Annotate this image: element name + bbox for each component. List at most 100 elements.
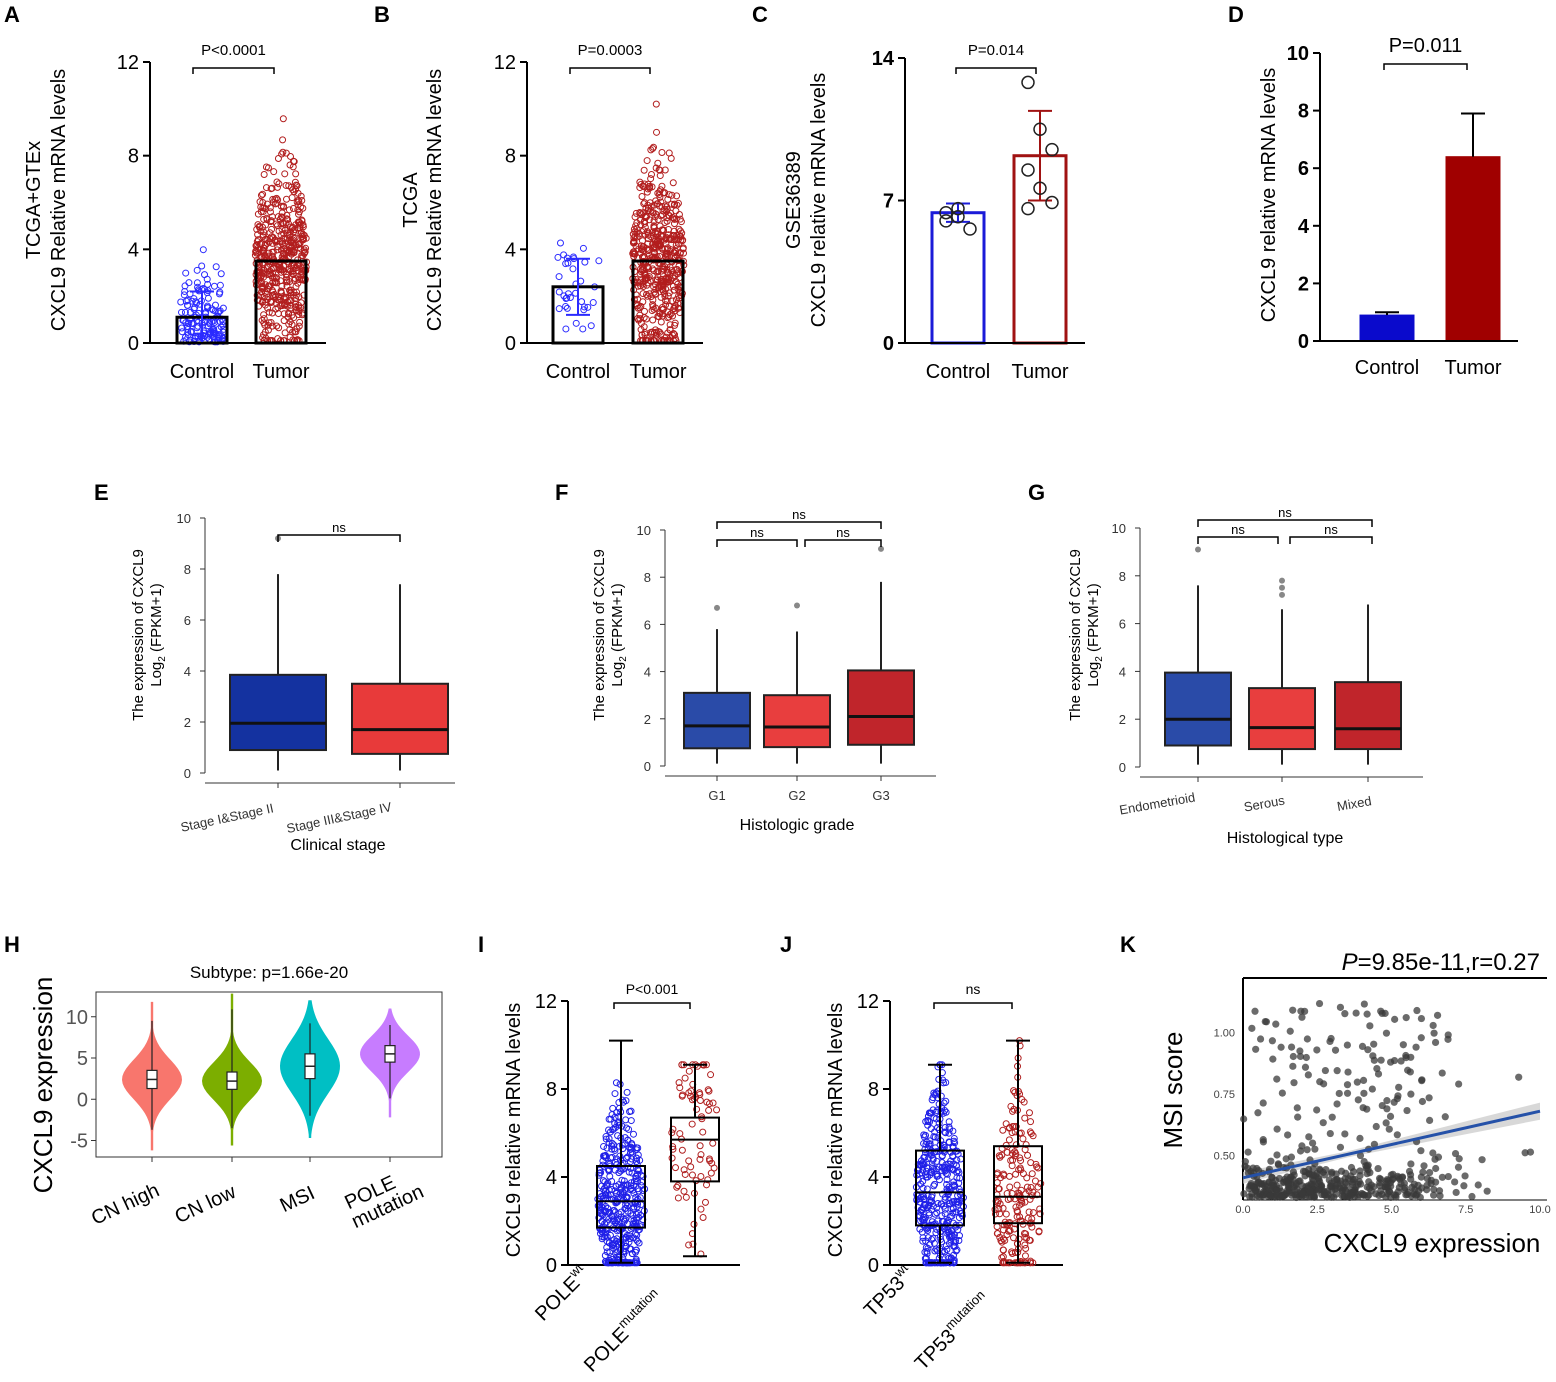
panel-K-data-point: [1315, 1187, 1322, 1194]
panel-K-data-point: [1285, 1181, 1292, 1188]
panel-E-y-tick-label: 6: [184, 613, 191, 628]
panel-K-data-point: [1366, 1169, 1373, 1176]
panel-C-x-tick-label: Tumor: [1011, 361, 1068, 383]
panel-F-comparison-label: ns: [792, 507, 806, 522]
panel-G-comparison-label: ns: [1231, 522, 1245, 537]
panel-K-data-point: [1515, 1074, 1522, 1081]
panel-A-data-point: [283, 196, 289, 202]
panel-B-data-point: [644, 158, 650, 164]
panel-A-data-point: [178, 309, 184, 315]
panel-I-data-point: [602, 1253, 608, 1259]
panel-I-y-tick-label: 4: [546, 1167, 557, 1189]
panel-K-data-point: [1360, 1104, 1367, 1111]
panel-B-data-point: [648, 171, 654, 177]
panel-K-data-point: [1248, 1182, 1255, 1189]
panel-I-pvalue: P<0.001: [626, 981, 679, 997]
panel-K-data-point: [1254, 1109, 1261, 1116]
panel-label-D: D: [1228, 2, 1244, 27]
panel-I-data-point: [697, 1097, 703, 1103]
panel-A-data-point: [261, 312, 267, 318]
panel-B-data-point: [561, 252, 567, 258]
panel-K-data-point: [1442, 1113, 1449, 1120]
panel-J-data-point: [928, 1126, 934, 1132]
panel-K-data-point: [1288, 1154, 1295, 1161]
panel-J-data-point: [1028, 1119, 1034, 1125]
panel-B-data-point: [654, 129, 660, 135]
panel-F-xlabel: Histologic grade: [740, 817, 855, 834]
panel-G-box: [1249, 688, 1315, 749]
panel-K-data-point: [1391, 1099, 1398, 1106]
panel-I-box: [671, 1118, 719, 1182]
panel-K-data-point: [1426, 1094, 1433, 1101]
panel-K-data-point: [1364, 1011, 1371, 1018]
panel-K-data-point: [1284, 1187, 1291, 1194]
panel-H-x-tick-label: CN high: [88, 1179, 163, 1229]
panel-I-data-point: [628, 1118, 634, 1124]
panel-K-data-point: [1432, 1039, 1439, 1046]
panel-B-y-tick-label: 12: [494, 52, 516, 74]
panel-I-significance-bracket: [614, 1003, 690, 1009]
panel-E-box: [230, 675, 326, 750]
panel-I-data-point: [682, 1075, 688, 1081]
panel-I-data-point: [675, 1195, 681, 1201]
panel-A-data-point: [297, 319, 303, 325]
panel-K-data-point: [1400, 1041, 1407, 1048]
panel-K-data-point: [1361, 1000, 1368, 1007]
panel-K-data-point: [1289, 1063, 1296, 1070]
panel-I-data-point: [714, 1107, 720, 1113]
panel-K-data-point: [1328, 1170, 1335, 1177]
panel-B-data-point: [588, 323, 594, 329]
panel-K-data-point: [1337, 1004, 1344, 1011]
panel-B-data-point: [570, 266, 576, 272]
panel-F-comparison-bracket: [717, 540, 797, 547]
panel-K-data-point: [1274, 1126, 1281, 1133]
panel-A-data-point: [293, 171, 299, 177]
panel-C-data-point: [964, 223, 976, 235]
panel-K-data-point: [1418, 1015, 1425, 1022]
panel-B-y-tick-label: 4: [505, 239, 516, 261]
panel-J-data-point: [1025, 1152, 1031, 1158]
panel-C-ylabel-1: GSE36389: [783, 151, 805, 249]
panel-K-data-point: [1310, 1177, 1317, 1184]
panel-K-data-point: [1444, 1036, 1451, 1043]
panel-K-data-point: [1522, 1149, 1529, 1156]
panel-K-data-point: [1305, 1133, 1312, 1140]
panel-K-data-point: [1451, 1178, 1458, 1185]
panel-D-x-tick-label: Control: [1355, 357, 1419, 379]
panel-J-data-point: [1003, 1211, 1009, 1217]
panel-J-data-point: [994, 1180, 1000, 1186]
panel-A-y-tick-label: 8: [128, 146, 139, 168]
panel-K-data-point: [1403, 1014, 1410, 1021]
panel-A-data-point: [213, 264, 219, 270]
panel-A-data-point: [194, 267, 200, 273]
panel-A-data-point: [261, 172, 267, 178]
panel-K-data-point: [1429, 1149, 1436, 1156]
panel-label-G: G: [1028, 480, 1045, 505]
panel-K-data-point: [1290, 1079, 1297, 1086]
panel-K-data-point: [1311, 1146, 1318, 1153]
panel-I-data-point: [697, 1143, 703, 1149]
panel-I-y-tick-label: 0: [546, 1255, 557, 1277]
panel-J-data-point: [1013, 1171, 1019, 1177]
panel-K-x-tick-label: 10.0: [1529, 1204, 1550, 1216]
panel-K-data-point: [1378, 1057, 1385, 1064]
panel-K-y-tick-label: 0.50: [1214, 1151, 1235, 1163]
panel-A-data-point: [212, 302, 218, 308]
panel-A-data-point: [271, 169, 277, 175]
panel-B-x-tick-label: Control: [546, 361, 610, 383]
panel-K-data-point: [1379, 1102, 1386, 1109]
panel-J-data-point: [1026, 1209, 1032, 1215]
panel-K-data-point: [1256, 1194, 1263, 1201]
panel-E-y-tick-label: 10: [177, 511, 191, 526]
panel-K-data-point: [1404, 1067, 1411, 1074]
panel-K-data-point: [1240, 1190, 1247, 1197]
panel-D-y-tick-label: 10: [1287, 43, 1309, 65]
panel-K-data-point: [1260, 1099, 1267, 1106]
panel-A-data-point: [286, 207, 292, 213]
panel-E-y-tick-label: 4: [184, 664, 191, 679]
panel-K-data-point: [1276, 1194, 1283, 1201]
panel-F-y-tick-label: 0: [644, 759, 651, 774]
panel-K-data-point: [1294, 1104, 1301, 1111]
panel-K-data-point: [1432, 1165, 1439, 1172]
panel-G-comparison-label: ns: [1324, 522, 1338, 537]
